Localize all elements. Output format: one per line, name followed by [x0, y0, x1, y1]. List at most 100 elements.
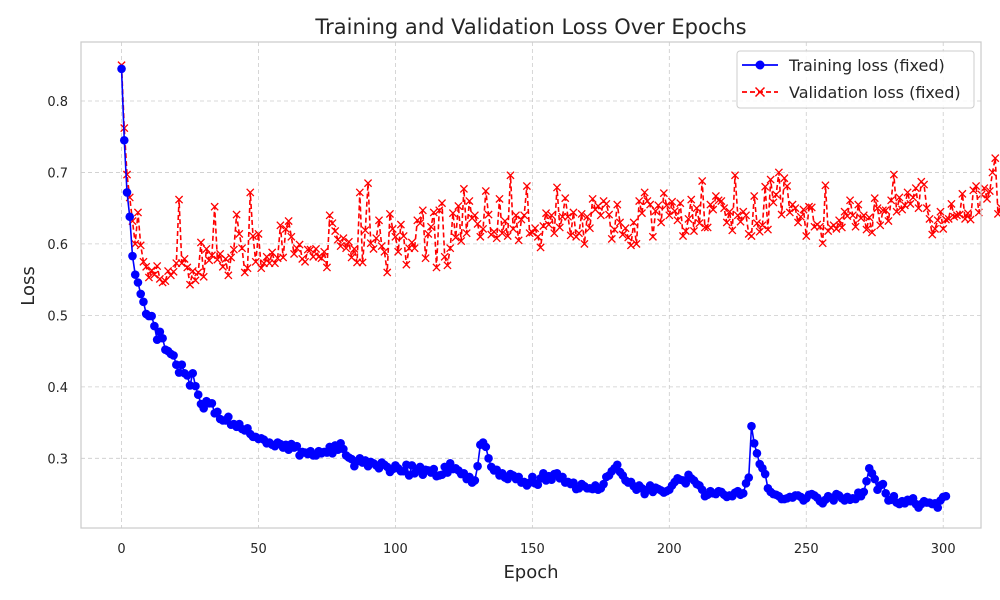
- validation-point: [791, 204, 800, 213]
- validation-point: [895, 193, 904, 202]
- training-point: [193, 390, 203, 400]
- validation-point: [531, 224, 540, 233]
- validation-point: [254, 229, 263, 238]
- validation-point: [174, 195, 184, 204]
- validation-point: [703, 223, 712, 232]
- training-point: [738, 489, 748, 498]
- validation-point: [952, 211, 961, 220]
- training-point: [133, 278, 143, 287]
- training-point: [119, 135, 129, 145]
- x-tick-label: 50: [250, 542, 267, 557]
- training-point: [130, 270, 140, 279]
- legend-box: [736, 50, 975, 109]
- training-point: [528, 472, 537, 482]
- validation-point: [865, 213, 874, 222]
- validation-point: [624, 233, 633, 242]
- validation-point: [796, 212, 805, 221]
- validation-point: [542, 209, 551, 218]
- validation-point: [276, 221, 285, 230]
- series-layer: [117, 61, 1000, 512]
- validation-point: [991, 154, 1000, 163]
- validation-point: [681, 226, 690, 236]
- series-validation: [117, 61, 1000, 289]
- chart-title: Training and Validation Loss Over Epochs: [314, 15, 746, 39]
- validation-point: [287, 232, 296, 241]
- validation-point: [955, 210, 964, 219]
- training-point: [213, 407, 222, 417]
- validation-point: [240, 268, 249, 277]
- validation-point: [972, 181, 981, 191]
- validation-point: [237, 244, 247, 253]
- training-point: [199, 403, 208, 413]
- validation-point: [733, 211, 742, 220]
- validation-point: [936, 207, 945, 216]
- validation-point: [878, 206, 888, 215]
- validation-point: [517, 215, 526, 224]
- training-point: [224, 412, 233, 422]
- validation-point: [202, 244, 211, 253]
- validation-point: [388, 224, 397, 233]
- validation-point: [667, 197, 677, 206]
- validation-point: [837, 223, 846, 232]
- training-point: [169, 351, 178, 360]
- training-point: [870, 474, 880, 484]
- validation-point: [692, 204, 701, 213]
- y-tick-label: 0.4: [47, 381, 68, 396]
- validation-point: [804, 202, 814, 211]
- validation-point: [144, 273, 153, 282]
- validation-point: [780, 174, 789, 183]
- validation-point: [257, 264, 266, 273]
- x-tick-label: 200: [657, 542, 682, 557]
- y-tick-label: 0.3: [47, 452, 68, 467]
- validation-point: [807, 203, 816, 212]
- training-point: [155, 327, 165, 337]
- validation-point: [654, 201, 663, 210]
- validation-point: [854, 200, 863, 209]
- training-point: [681, 479, 691, 488]
- validation-point: [561, 194, 570, 203]
- validation-point: [279, 253, 288, 262]
- validation-point: [958, 189, 967, 198]
- validation-point: [969, 186, 978, 195]
- validation-point: [432, 263, 441, 272]
- validation-point: [503, 231, 512, 241]
- validation-point: [777, 210, 786, 219]
- training-point: [429, 464, 439, 474]
- validation-point: [632, 239, 641, 248]
- validation-point: [867, 228, 877, 237]
- training-point: [747, 421, 756, 431]
- validation-point: [180, 254, 189, 263]
- validation-point: [637, 209, 646, 218]
- validation-point: [725, 207, 734, 216]
- legend-training-label: Training loss (fixed): [788, 56, 945, 75]
- validation-point: [613, 200, 622, 209]
- validation-point: [183, 263, 192, 272]
- validation-point: [429, 208, 438, 217]
- validation-point: [511, 211, 520, 220]
- validation-point: [818, 239, 827, 248]
- validation-point: [320, 247, 329, 256]
- validation-point: [640, 188, 649, 197]
- validation-point: [755, 227, 764, 236]
- validation-point: [479, 224, 488, 233]
- validation-point: [555, 223, 564, 232]
- validation-point: [339, 234, 348, 243]
- y-tick-label: 0.7: [47, 166, 68, 181]
- validation-point: [489, 227, 499, 236]
- validation-point: [714, 196, 723, 205]
- validation-point: [528, 228, 537, 237]
- x-tick-label: 150: [520, 542, 545, 557]
- legend: Training loss (fixed) Validation loss (f…: [736, 50, 975, 109]
- validation-point: [706, 200, 715, 209]
- validation-point: [898, 205, 907, 214]
- validation-point: [646, 200, 655, 209]
- validation-point: [243, 264, 252, 273]
- validation-point: [246, 188, 255, 197]
- validation-point: [235, 229, 244, 238]
- training-point: [188, 368, 198, 378]
- validation-point: [629, 218, 638, 227]
- validation-point: [752, 219, 762, 228]
- training-point: [933, 503, 943, 512]
- training-point: [481, 442, 491, 452]
- validation-point: [363, 179, 373, 188]
